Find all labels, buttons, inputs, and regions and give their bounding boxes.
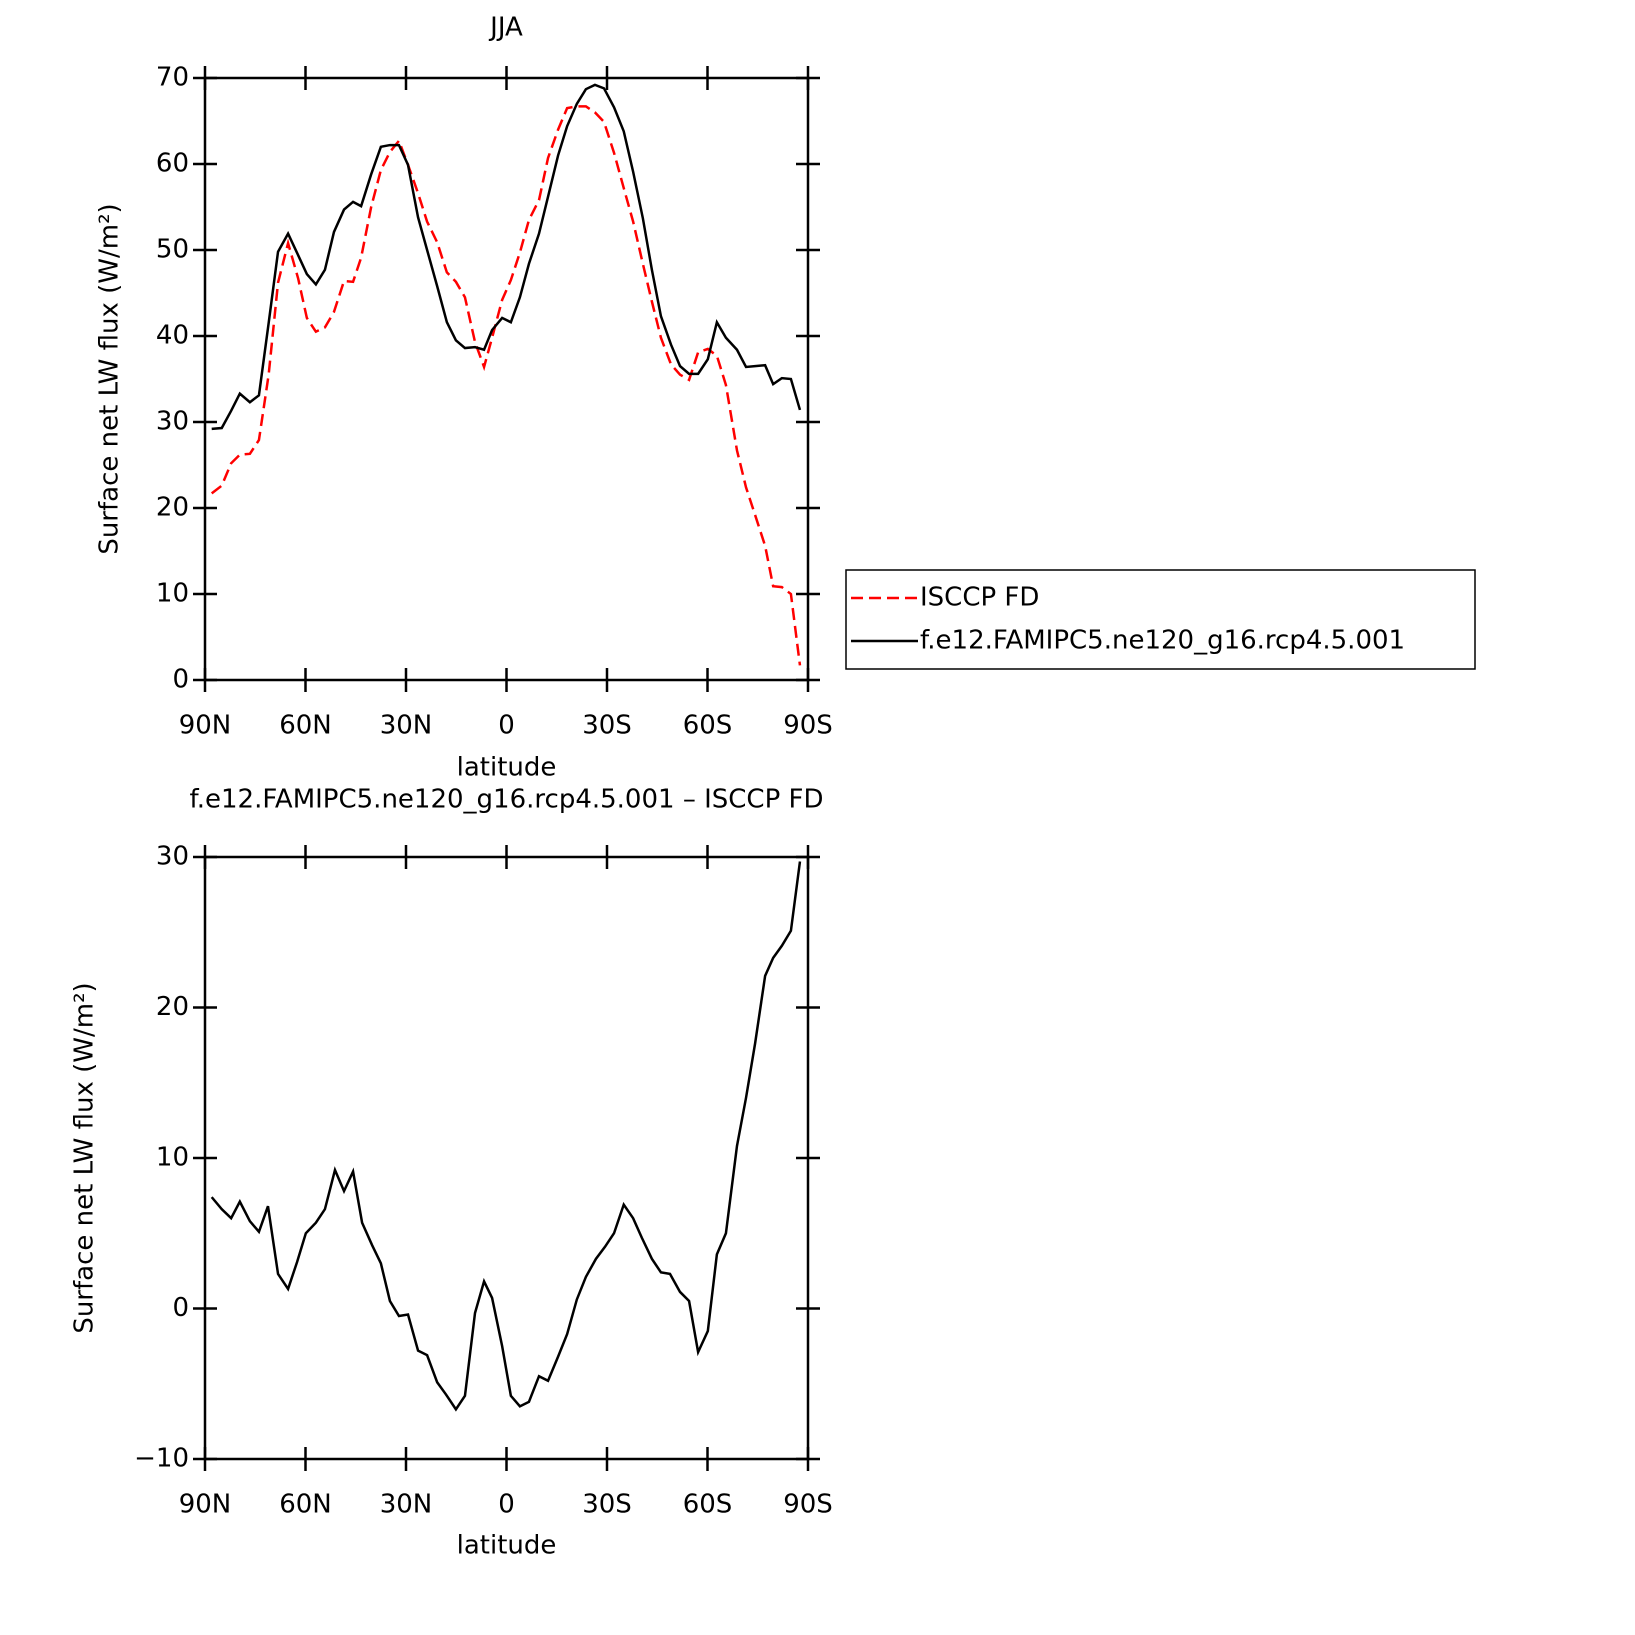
x-tick-label: 30S	[582, 711, 632, 741]
y-tick-label: 70	[156, 63, 189, 93]
y-tick-label: 30	[156, 842, 189, 872]
x-tick-label: 30N	[380, 711, 433, 741]
y-tick-label: 40	[156, 321, 189, 351]
x-tick-label: 60N	[279, 1490, 332, 1520]
plot-frame	[203, 855, 810, 1461]
x-tick-label: 30S	[582, 1490, 632, 1520]
x-tick-label: 90N	[179, 711, 232, 741]
y-tick-label: 20	[156, 992, 189, 1022]
y-tick-label: 0	[172, 665, 189, 695]
y-tick-label: 0	[172, 1293, 189, 1323]
legend-box	[845, 569, 1476, 670]
y-tick-label: 60	[156, 149, 189, 179]
plot-frame	[203, 76, 810, 682]
y-tick-label: 10	[156, 1143, 189, 1173]
x-axis-label: latitude	[457, 753, 557, 783]
chart-title: f.e12.FAMIPC5.ne120_g16.rcp4.5.001 – ISC…	[189, 785, 823, 815]
x-axis-label: latitude	[457, 1531, 557, 1561]
x-tick-label: 60S	[683, 711, 733, 741]
x-tick-label: 0	[498, 1490, 515, 1520]
y-tick-label: 20	[156, 493, 189, 523]
y-tick-label: 30	[156, 407, 189, 437]
x-tick-label: 30N	[380, 1490, 433, 1520]
data-line	[210, 861, 802, 1412]
y-tick-label: 10	[156, 579, 189, 609]
y-tick-label: −10	[134, 1444, 189, 1474]
x-tick-label: 60N	[279, 711, 332, 741]
x-tick-label: 60S	[683, 1490, 733, 1520]
data-line	[210, 105, 802, 666]
data-line	[211, 83, 802, 431]
legend-label: f.e12.FAMIPC5.ne120_g16.rcp4.5.001	[920, 626, 1405, 656]
x-tick-label: 90N	[179, 1490, 232, 1520]
x-tick-label: 90S	[783, 711, 833, 741]
y-axis-label: Surface net LW flux (W/m²)	[70, 982, 100, 1333]
chart-title: JJA	[488, 13, 523, 43]
y-axis-label: Surface net LW flux (W/m²)	[95, 203, 125, 554]
y-tick-label: 50	[156, 235, 189, 265]
x-tick-label: 90S	[783, 1490, 833, 1520]
x-tick-label: 0	[498, 711, 515, 741]
legend-label: ISCCP FD	[920, 583, 1039, 613]
